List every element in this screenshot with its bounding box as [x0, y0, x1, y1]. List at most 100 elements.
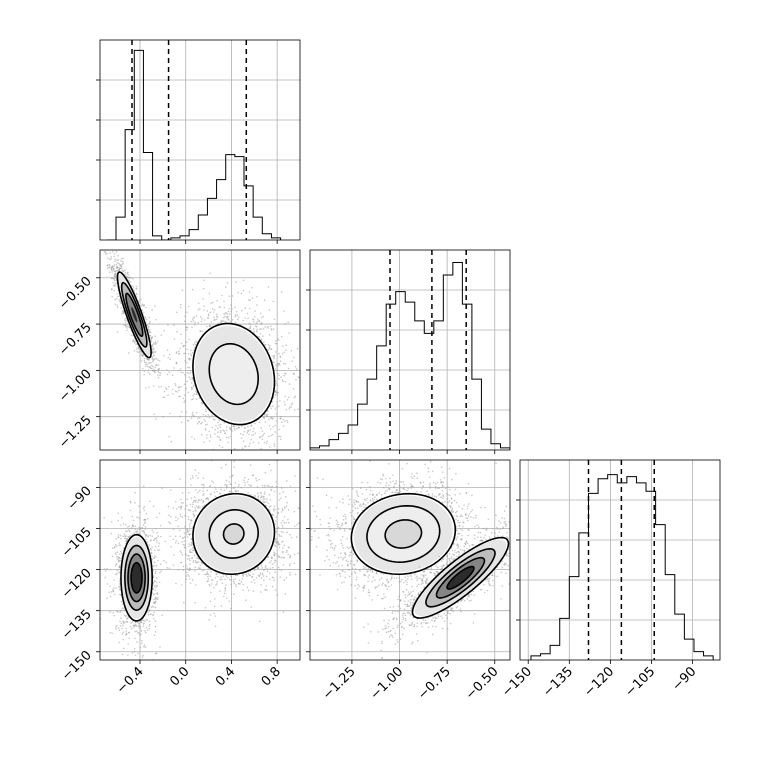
sample-point	[139, 350, 141, 352]
sample-point	[459, 515, 461, 518]
sample-point	[390, 577, 393, 580]
sample-point	[194, 507, 197, 509]
sample-point	[112, 267, 115, 270]
sample-point	[152, 539, 155, 542]
sample-point	[216, 490, 218, 493]
sample-point	[229, 320, 231, 322]
sample-point	[284, 495, 287, 498]
sample-point	[232, 580, 235, 583]
sample-point	[444, 487, 447, 490]
sample-point	[119, 264, 122, 266]
sample-point	[479, 531, 482, 534]
sample-point	[353, 518, 355, 521]
sample-point	[213, 486, 216, 488]
sample-point	[399, 580, 402, 583]
sample-point	[508, 548, 510, 551]
sample-point	[275, 382, 278, 385]
sample-point	[277, 566, 280, 569]
sample-point	[228, 295, 231, 297]
sample-point	[295, 378, 297, 381]
sample-point	[397, 598, 399, 600]
sample-point	[336, 560, 339, 563]
sample-point	[367, 501, 369, 504]
sample-point	[118, 580, 121, 582]
sample-point	[135, 343, 137, 345]
sample-point	[116, 551, 119, 553]
sample-point	[445, 563, 448, 565]
sample-point	[397, 624, 399, 627]
sample-point	[168, 385, 170, 388]
density-blob	[363, 501, 547, 660]
sample-point	[157, 549, 159, 551]
sample-point	[168, 371, 170, 373]
sample-point	[276, 337, 279, 340]
sample-point	[457, 521, 459, 524]
sample-point	[255, 322, 258, 325]
sample-point	[125, 633, 127, 636]
sample-point	[197, 308, 200, 311]
sample-point	[288, 396, 290, 399]
sample-point	[398, 490, 401, 492]
sample-point	[402, 616, 405, 619]
sample-point	[190, 349, 192, 352]
sample-point	[325, 494, 328, 497]
sample-point	[280, 535, 283, 537]
sample-point	[167, 356, 170, 359]
sample-point	[291, 360, 294, 362]
sample-point	[141, 526, 143, 529]
sample-point	[461, 515, 463, 518]
sample-point	[440, 615, 442, 617]
sample-point	[119, 267, 122, 270]
sample-point	[187, 530, 190, 533]
sample-point	[461, 508, 464, 510]
sample-point	[200, 483, 203, 486]
sample-point	[455, 537, 457, 540]
sample-point	[155, 318, 157, 321]
sample-point	[268, 494, 271, 496]
sample-point	[369, 486, 371, 488]
panel-hist-p1	[306, 249, 511, 454]
sample-point	[193, 438, 196, 440]
sample-point	[277, 507, 280, 510]
sample-point	[154, 630, 157, 633]
sample-point	[431, 470, 434, 473]
sample-point	[127, 274, 130, 276]
sample-point	[401, 467, 404, 470]
sample-point	[116, 306, 119, 309]
sample-point	[259, 436, 261, 439]
sample-point	[154, 366, 156, 369]
sample-point	[148, 358, 151, 361]
axes-frame	[99, 459, 301, 661]
sample-point	[246, 586, 249, 589]
sample-point	[418, 583, 420, 586]
sample-point	[285, 349, 287, 352]
sample-point	[353, 571, 356, 573]
sample-point	[127, 536, 130, 539]
sample-point	[354, 584, 356, 587]
sample-point	[352, 516, 355, 518]
sample-point	[116, 558, 119, 560]
sample-point	[189, 503, 192, 506]
sample-point	[345, 559, 347, 562]
sample-point	[339, 528, 341, 531]
sample-point	[251, 474, 254, 477]
sample-point	[290, 349, 293, 352]
sample-point	[128, 279, 130, 281]
sample-point	[347, 547, 350, 550]
sample-point	[411, 622, 414, 624]
sample-point	[434, 616, 436, 619]
sample-point	[545, 501, 547, 503]
sample-point	[273, 445, 276, 447]
sample-point	[139, 627, 142, 630]
sample-point	[179, 306, 182, 309]
sample-point	[251, 453, 253, 455]
sample-point	[301, 453, 303, 455]
sample-point	[153, 549, 156, 552]
sample-point	[154, 572, 157, 575]
sample-point	[270, 348, 272, 350]
sample-point	[177, 517, 179, 520]
sample-point	[434, 487, 437, 489]
sample-point	[283, 515, 286, 518]
sample-point	[479, 506, 482, 509]
sample-point	[342, 515, 345, 517]
